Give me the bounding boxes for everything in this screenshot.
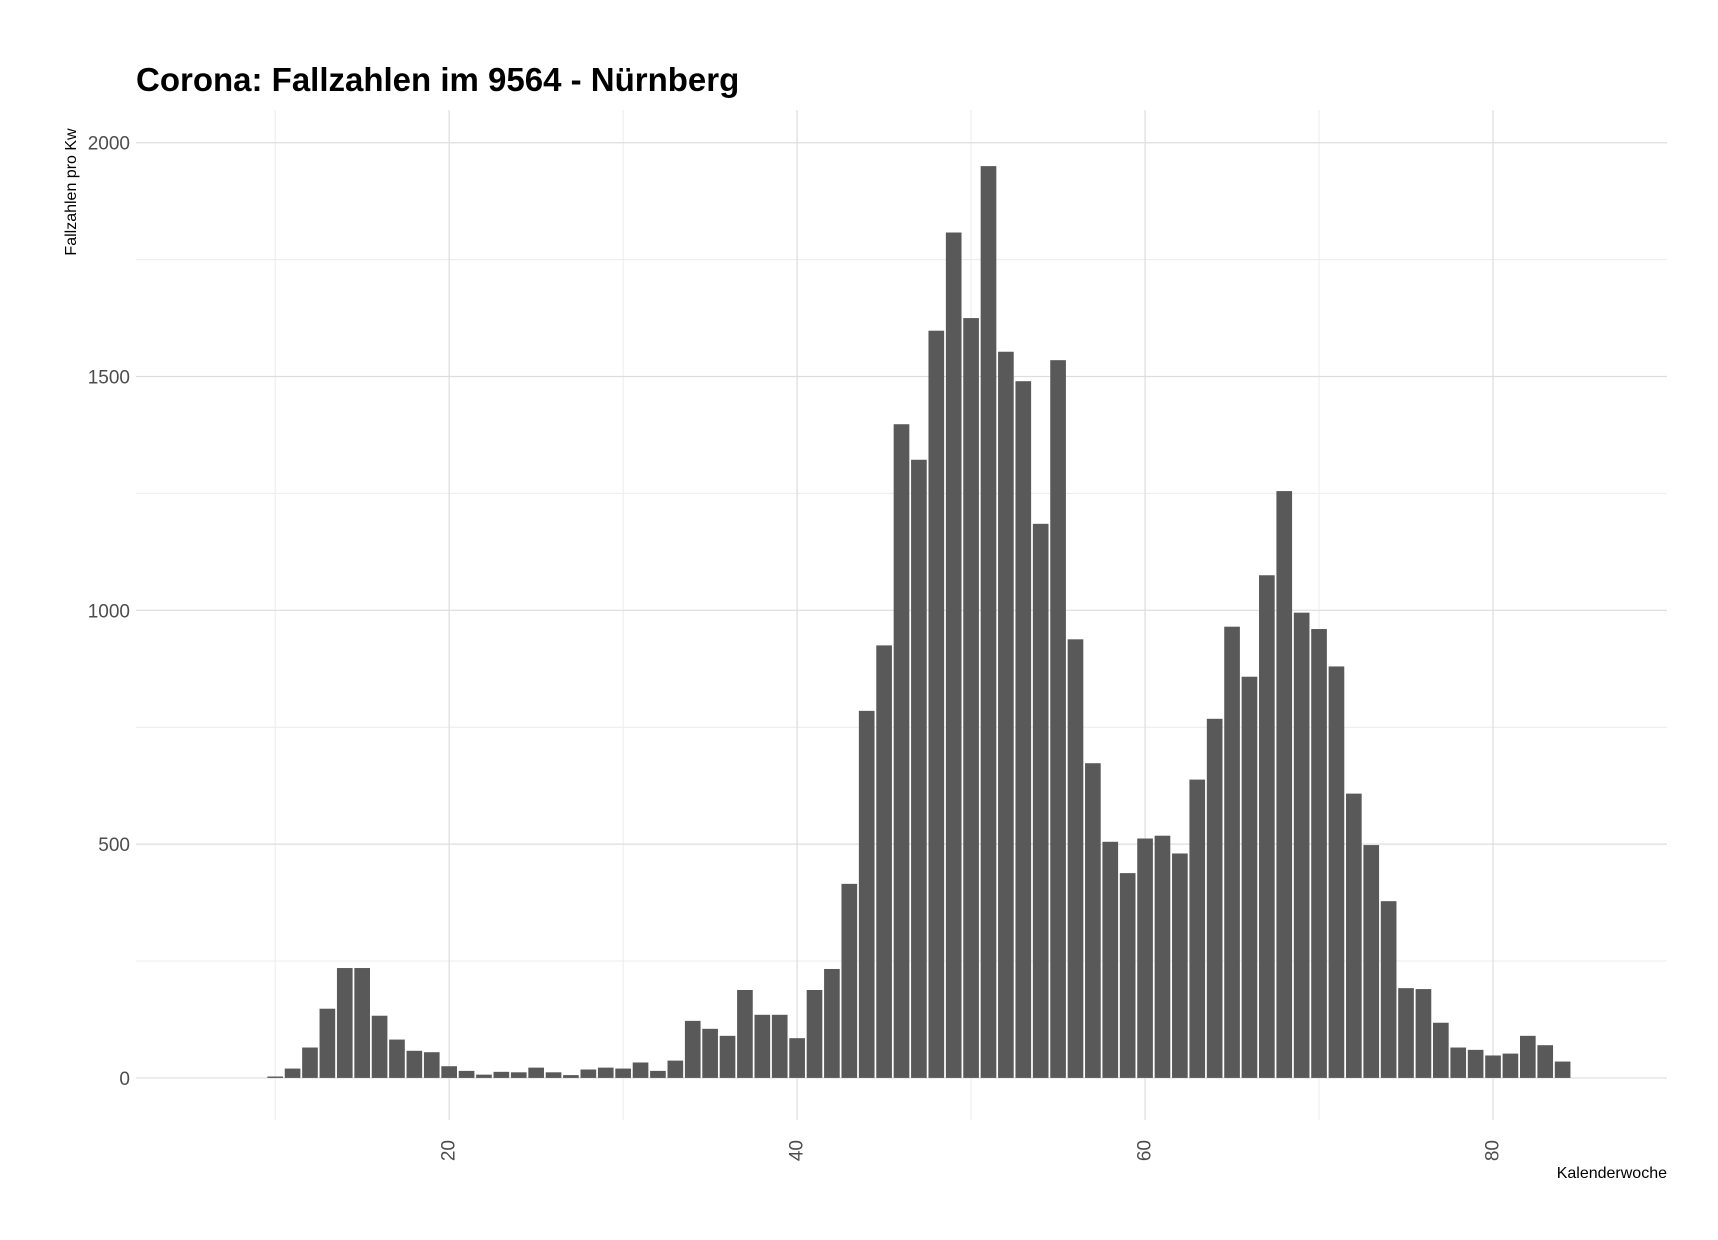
bar (650, 1070, 666, 1078)
bar (841, 883, 858, 1078)
bar (510, 1072, 527, 1078)
bar (1519, 1035, 1536, 1078)
bar (458, 1070, 475, 1078)
bar (702, 1028, 718, 1078)
bar (1537, 1045, 1554, 1078)
bar (998, 351, 1014, 1078)
bar (1067, 639, 1084, 1078)
bar (1259, 575, 1275, 1078)
grid (136, 110, 1667, 1120)
x-tick-label: 20 (439, 1140, 460, 1161)
bar (302, 1047, 318, 1078)
axis-ticks: 0 500 1000 1500 2000 20 40 60 80 (88, 134, 1504, 1161)
bar (667, 1060, 684, 1078)
bar (632, 1062, 649, 1078)
bar (1224, 626, 1240, 1078)
bar (806, 990, 823, 1078)
bar (406, 1050, 423, 1078)
bar (684, 1020, 701, 1078)
bar (1346, 793, 1362, 1078)
x-axis-label: Kalenderwoche (1557, 1165, 1667, 1182)
bar (771, 1014, 788, 1078)
chart-title: Corona: Fallzahlen im 9564 - Nürnberg (136, 61, 739, 98)
y-axis-label: Fallzahlen pro Kw (63, 128, 80, 256)
bar (963, 318, 979, 1078)
x-tick-label: 60 (1135, 1140, 1156, 1161)
bar (1467, 1049, 1484, 1078)
bar (545, 1072, 562, 1078)
y-tick-label: 1500 (88, 368, 130, 389)
bar (737, 990, 753, 1078)
bar (1172, 853, 1188, 1078)
bars (267, 166, 1571, 1078)
bar (876, 645, 892, 1078)
bar (1415, 989, 1432, 1078)
bar (423, 1052, 440, 1078)
bar (1311, 629, 1327, 1078)
bar (319, 1008, 336, 1078)
bar (1241, 676, 1258, 1078)
bar (267, 1076, 284, 1078)
bar (754, 1014, 771, 1078)
x-tick-label: 80 (1483, 1140, 1504, 1161)
bar (719, 1035, 736, 1078)
bar (1206, 718, 1223, 1078)
bar (389, 1039, 405, 1078)
bar (1189, 779, 1206, 1078)
bar (1102, 841, 1119, 1078)
bar (1363, 845, 1380, 1078)
bar (789, 1038, 805, 1078)
y-tick-label: 2000 (88, 134, 130, 155)
bar (597, 1067, 614, 1078)
bar (354, 968, 370, 1078)
bar (563, 1075, 579, 1078)
bar (371, 1015, 388, 1078)
bar (615, 1068, 631, 1078)
bar (1433, 1022, 1449, 1078)
bar (928, 330, 945, 1078)
y-tick-label: 500 (98, 835, 130, 856)
bar (1450, 1047, 1467, 1078)
bar (493, 1071, 510, 1078)
bar (1050, 360, 1066, 1078)
bar (1554, 1061, 1571, 1078)
bar (1137, 838, 1153, 1078)
bar (1485, 1055, 1501, 1078)
x-tick-label: 40 (787, 1140, 808, 1161)
bar (1293, 612, 1310, 1078)
bar (1032, 523, 1049, 1078)
bar (476, 1074, 492, 1078)
bar (1380, 901, 1397, 1078)
bar (980, 166, 997, 1078)
bar (441, 1066, 457, 1078)
bar (580, 1069, 597, 1078)
bar (1328, 666, 1345, 1078)
bar (1502, 1053, 1519, 1078)
bar (528, 1067, 544, 1078)
bar (1154, 835, 1171, 1078)
y-tick-label: 0 (119, 1069, 130, 1090)
bar (1119, 873, 1136, 1078)
y-tick-label: 1000 (88, 601, 130, 622)
bar (893, 424, 910, 1078)
bar (336, 968, 353, 1078)
bar (1276, 491, 1293, 1078)
bar (945, 232, 962, 1078)
bar (1085, 763, 1101, 1078)
bar (858, 710, 875, 1078)
bar (284, 1068, 301, 1078)
bar (1398, 988, 1414, 1078)
bar (911, 459, 927, 1078)
bar (824, 968, 840, 1078)
bar (1015, 381, 1032, 1078)
